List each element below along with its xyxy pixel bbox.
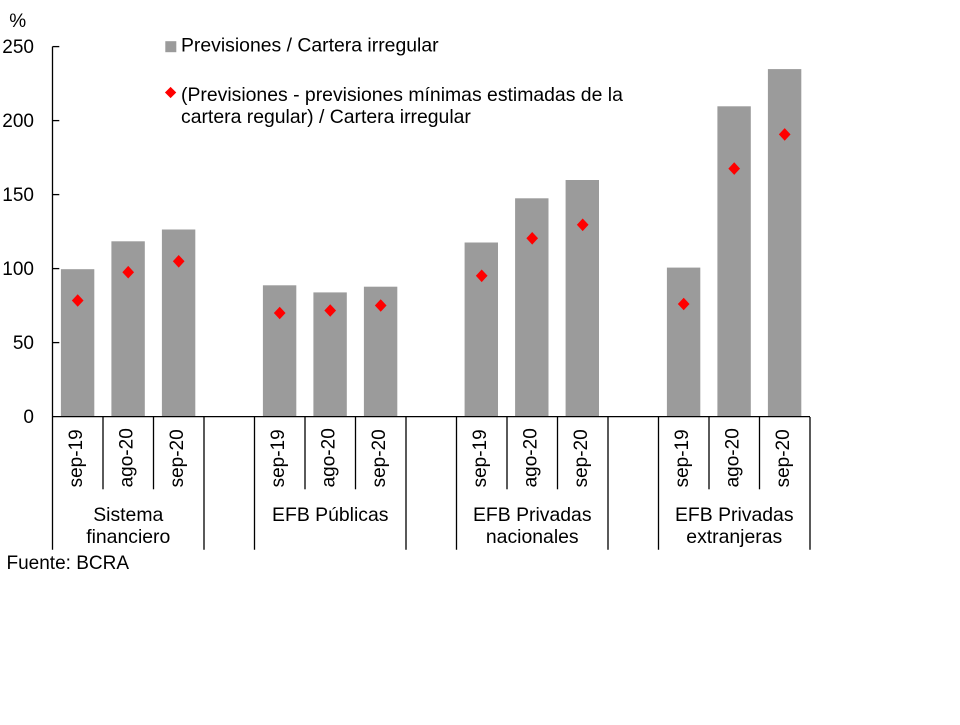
- svg-text:financiero: financiero: [86, 526, 170, 548]
- svg-text:Fuente: BCRA: Fuente: BCRA: [7, 553, 130, 574]
- svg-text:50: 50: [13, 333, 34, 354]
- svg-text:(Previsiones - previsiones mín: (Previsiones - previsiones mínimas estim…: [181, 84, 623, 106]
- svg-text:ago-20: ago-20: [521, 428, 542, 487]
- svg-text:200: 200: [2, 111, 34, 132]
- svg-text:Sistema: Sistema: [93, 504, 163, 526]
- svg-text:cartera regular) / Cartera irr: cartera regular) / Cartera irregular: [181, 106, 471, 128]
- svg-text:sep-19: sep-19: [268, 429, 289, 487]
- svg-text:sep-19: sep-19: [66, 429, 87, 487]
- svg-text:EFB Públicas: EFB Públicas: [272, 504, 388, 526]
- svg-text:150: 150: [2, 185, 34, 206]
- svg-text:sep-20: sep-20: [167, 429, 188, 487]
- svg-text:ago-20: ago-20: [117, 428, 138, 487]
- svg-text:EFB Privadas: EFB Privadas: [473, 504, 592, 526]
- svg-text:Previsiones / Cartera irregula: Previsiones / Cartera irregular: [181, 35, 439, 57]
- svg-text:sep-20: sep-20: [369, 429, 390, 487]
- svg-text:250: 250: [2, 37, 34, 58]
- svg-text:EFB Privadas: EFB Privadas: [675, 504, 794, 526]
- svg-text:sep-20: sep-20: [571, 429, 592, 487]
- svg-text:0: 0: [23, 407, 34, 428]
- svg-text:nacionales: nacionales: [486, 526, 579, 548]
- svg-text:sep-19: sep-19: [672, 429, 693, 487]
- svg-text:%: %: [9, 11, 26, 32]
- svg-text:100: 100: [2, 259, 34, 280]
- svg-text:extranjeras: extranjeras: [686, 526, 782, 548]
- svg-text:ago-20: ago-20: [723, 428, 744, 487]
- svg-text:sep-20: sep-20: [773, 429, 794, 487]
- svg-text:ago-20: ago-20: [319, 428, 340, 487]
- svg-text:sep-19: sep-19: [470, 429, 491, 487]
